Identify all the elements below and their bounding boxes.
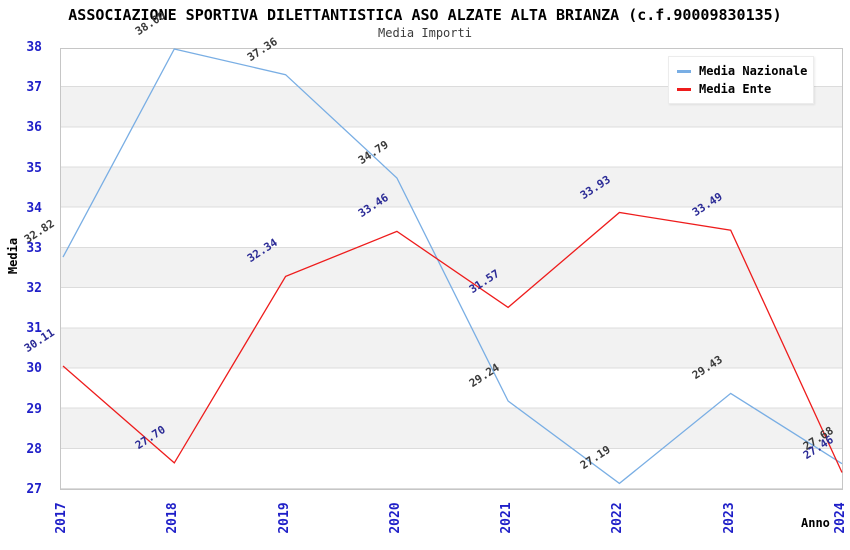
chart-subtitle: Media Importi — [378, 26, 472, 40]
x-tick-label: 2019 — [276, 502, 292, 534]
y-tick-label: 33 — [26, 240, 42, 256]
legend-box: Media Nazionale Media Ente — [668, 56, 814, 104]
y-tick-label: 35 — [26, 160, 42, 176]
x-axis-title: Anno — [801, 516, 830, 530]
y-tick-label: 37 — [26, 80, 42, 96]
legend-label: Media Ente — [699, 82, 772, 96]
chart-title: ASSOCIAZIONE SPORTIVA DILETTANTISTICA AS… — [68, 6, 782, 24]
legend-line-marker-icon — [677, 87, 691, 91]
y-tick-label: 32 — [26, 281, 42, 297]
y-tick-label: 28 — [26, 441, 42, 457]
x-tick-label: 2023 — [721, 502, 737, 534]
x-tick-label: 2021 — [499, 502, 515, 534]
y-tick-label: 27 — [26, 482, 42, 497]
x-tick-label: 2017 — [54, 502, 69, 534]
x-tick-label: 2018 — [165, 502, 181, 534]
legend-item-media-nazionale: Media Nazionale — [669, 62, 813, 80]
line-series-svg — [62, 48, 843, 485]
y-tick-label: 36 — [26, 120, 42, 136]
y-tick-label: 30 — [26, 361, 42, 377]
legend-line-marker-icon — [677, 69, 691, 73]
x-tick-label: 2020 — [387, 502, 403, 534]
series-line-media-nazionale — [62, 48, 843, 485]
plot-area: 32.82 38.00 37.36 34.79 29.24 27.19 29.43 27.68… — [22, 9, 843, 490]
x-tick-label: 2022 — [610, 502, 626, 534]
legend-label: Media Nazionale — [699, 64, 808, 78]
legend-item-media-ente: Media Ente — [669, 80, 813, 98]
y-tick-label: 29 — [26, 401, 42, 417]
series-line-media-ente — [62, 211, 843, 473]
y-tick-label: 34 — [26, 200, 42, 216]
y-tick-label: 38 — [26, 40, 42, 55]
x-tick-label: 2024 — [833, 502, 848, 534]
y-tick-label: 31 — [26, 321, 42, 337]
